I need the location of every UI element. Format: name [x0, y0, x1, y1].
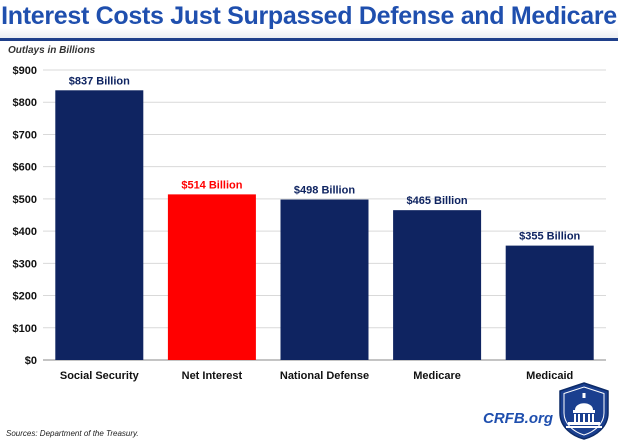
data-label: $355 Billion [519, 231, 580, 243]
y-tick-label: $500 [13, 194, 37, 206]
y-tick-label: $700 [13, 129, 37, 141]
x-tick-label: Medicare [413, 370, 461, 382]
bar [505, 245, 594, 360]
y-tick-label: $100 [13, 323, 37, 335]
x-tick-label: National Defense [280, 370, 369, 382]
bar [280, 199, 369, 360]
y-tick-label: $0 [25, 355, 37, 367]
y-tick-label: $300 [13, 258, 37, 270]
bar [55, 90, 144, 361]
data-label: $465 Billion [407, 195, 468, 207]
data-label: $837 Billion [69, 75, 130, 87]
data-label: $498 Billion [294, 185, 355, 197]
x-tick-label: Medicaid [526, 370, 573, 382]
title-divider [0, 38, 618, 41]
data-label: $514 Billion [181, 179, 242, 191]
y-tick-label: $400 [13, 226, 37, 238]
bar [393, 210, 482, 360]
bar-highlighted [167, 194, 256, 360]
y-tick-label: $600 [13, 162, 37, 174]
y-tick-label: $900 [13, 65, 37, 77]
y-tick-label: $800 [13, 97, 37, 109]
x-tick-label: Social Security [60, 370, 140, 382]
y-axis-unit-label: Outlays in Billions [8, 45, 96, 56]
capitol-seal-logo [559, 382, 609, 440]
brand-label: CRFB.org [483, 410, 553, 427]
source-note: Sources: Department of the Treasury. [6, 429, 139, 438]
y-tick-label: $200 [13, 291, 37, 303]
header-background [0, 0, 618, 40]
chart-title: Interest Costs Just Surpassed Defense an… [1, 2, 617, 30]
x-tick-label: Net Interest [182, 370, 243, 382]
